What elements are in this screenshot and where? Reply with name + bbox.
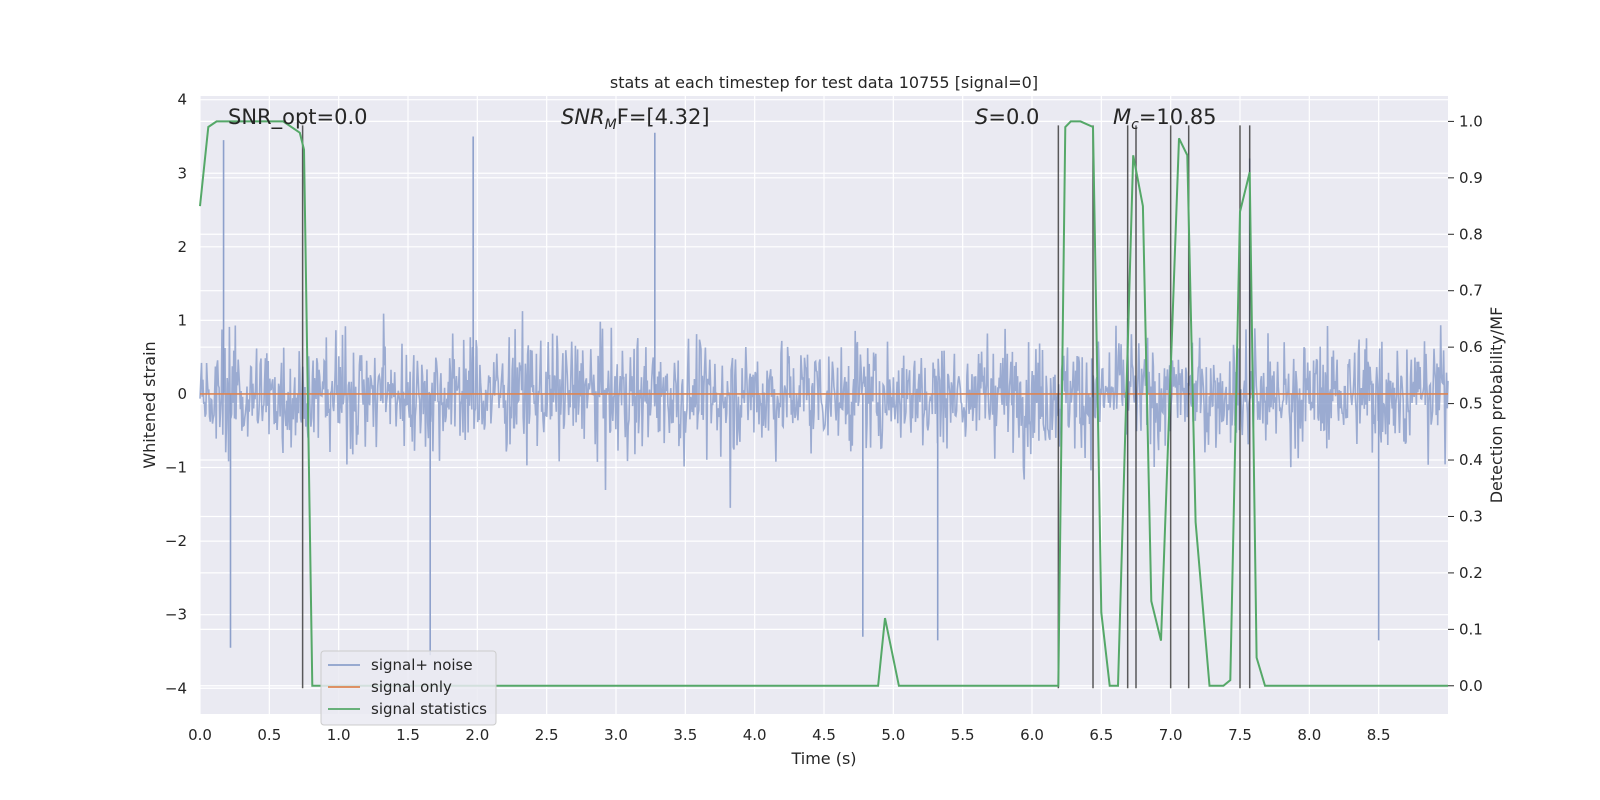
x-tick-label: 5.0 bbox=[881, 726, 905, 744]
legend-label-signal-plus-noise: signal+ noise bbox=[371, 656, 473, 674]
x-tick-label: 3.0 bbox=[604, 726, 628, 744]
annotation-mc-main: M bbox=[1113, 105, 1131, 129]
y-tick-label: −3 bbox=[165, 606, 187, 624]
y2-tick-label: 0.0 bbox=[1459, 677, 1483, 695]
legend-label-signal-only: signal only bbox=[371, 678, 452, 696]
annotation-snr-mf-main: SNR bbox=[561, 105, 605, 129]
y2-tick-label: 0.3 bbox=[1459, 507, 1483, 525]
legend-box bbox=[320, 650, 497, 726]
annotation-s-main: S bbox=[975, 105, 988, 129]
y-axis-label: Whitened strain bbox=[140, 341, 159, 468]
x-tick-label: 4.0 bbox=[743, 726, 767, 744]
annotation-snr-opt: SNR_opt=0.0 bbox=[228, 105, 368, 130]
x-tick-label: 7.0 bbox=[1159, 726, 1183, 744]
y2-tick-label: 0.5 bbox=[1459, 395, 1483, 413]
y-ticks: 4 3 2 1 0 −1 −2 −3 −4 bbox=[165, 91, 187, 698]
x-tick-label: 7.5 bbox=[1228, 726, 1252, 744]
annotation-mc: Mc=10.85 bbox=[1113, 105, 1217, 133]
y-tick-label: −4 bbox=[165, 679, 187, 697]
y-tick-label: 0 bbox=[177, 385, 187, 403]
annotation-snr-mf-sub: M bbox=[605, 117, 617, 133]
annotation-s-rest: =0.0 bbox=[988, 105, 1039, 129]
chart-title: stats at each timestep for test data 107… bbox=[610, 73, 1038, 92]
x-ticks: 0.0 0.5 1.0 1.5 2.0 2.5 3.0 3.5 4.0 4.5 5.0 5.5 6.0 6… bbox=[188, 726, 1391, 744]
x-axis-label: Time (s) bbox=[790, 749, 856, 768]
y2-tick-label: 0.2 bbox=[1459, 564, 1483, 582]
x-tick-label: 8.0 bbox=[1297, 726, 1321, 744]
y-tick-label: 3 bbox=[177, 164, 187, 182]
legend-label-signal-statistics: signal statistics bbox=[371, 700, 487, 718]
annotation-mc-rest: =10.85 bbox=[1139, 105, 1217, 129]
y-tick-label: 1 bbox=[177, 311, 187, 329]
legend: signal+ noise signal only signal statist… bbox=[320, 650, 497, 726]
y-tick-label: −2 bbox=[165, 532, 187, 550]
x-tick-label: 3.5 bbox=[673, 726, 697, 744]
series-signal-statistics bbox=[199, 120, 1448, 687]
y2-tick-label: 0.4 bbox=[1459, 451, 1483, 469]
x-tick-label: 5.5 bbox=[951, 726, 975, 744]
annotation-mc-sub: c bbox=[1131, 117, 1139, 133]
x-tick-label: 6.5 bbox=[1089, 726, 1113, 744]
y2-ticks: 1.0 0.9 0.8 0.7 0.6 0.5 0.4 0.3 0.2 0.1 0.0 bbox=[1448, 112, 1483, 695]
x-tick-label: 8.5 bbox=[1367, 726, 1391, 744]
annotation-snr-mf: SNRMF=[4.32] bbox=[561, 105, 710, 133]
y2-axis-label: Detection probability/MF bbox=[1487, 307, 1506, 504]
x-tick-label: 2.5 bbox=[535, 726, 559, 744]
x-tick-label: 0.0 bbox=[188, 726, 212, 744]
x-tick-label: 2.0 bbox=[465, 726, 489, 744]
x-tick-label: 6.0 bbox=[1020, 726, 1044, 744]
y2-tick-label: 0.9 bbox=[1459, 169, 1483, 187]
y-tick-label: −1 bbox=[165, 459, 187, 477]
annotation-s: S=0.0 bbox=[975, 105, 1039, 129]
y-tick-label: 4 bbox=[177, 91, 187, 109]
signal-statistics-line bbox=[199, 120, 1448, 687]
x-tick-label: 1.0 bbox=[327, 726, 351, 744]
y2-tick-label: 0.6 bbox=[1459, 338, 1483, 356]
y2-tick-label: 1.0 bbox=[1459, 112, 1483, 130]
y-tick-label: 2 bbox=[177, 238, 187, 256]
x-tick-label: 4.5 bbox=[812, 726, 836, 744]
x-tick-label: 0.5 bbox=[257, 726, 281, 744]
x-tick-label: 1.5 bbox=[396, 726, 420, 744]
annotation-snr-mf-rest: F=[4.32] bbox=[617, 105, 710, 129]
y2-tick-label: 0.8 bbox=[1459, 225, 1483, 243]
y2-tick-label: 0.7 bbox=[1459, 282, 1483, 300]
y2-tick-label: 0.1 bbox=[1459, 620, 1483, 638]
